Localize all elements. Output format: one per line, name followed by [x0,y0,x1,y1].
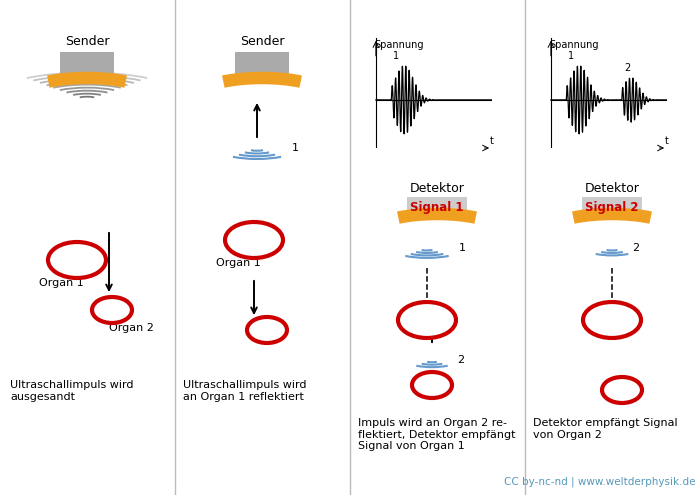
Text: Signal 2: Signal 2 [585,200,638,213]
Text: Impuls wird an Organ 2 re-
flektiert, Detektor empfängt
Signal von Organ 1: Impuls wird an Organ 2 re- flektiert, De… [358,418,515,451]
Text: Spannung: Spannung [374,40,424,50]
Ellipse shape [225,222,283,258]
Text: Sender: Sender [64,35,109,48]
Text: Spannung: Spannung [550,40,599,50]
Text: Detektor empfängt Signal
von Organ 2: Detektor empfängt Signal von Organ 2 [533,418,678,440]
Text: t: t [664,136,668,146]
Ellipse shape [583,302,641,338]
Text: Ultraschallimpuls wird
an Organ 1 reflektiert: Ultraschallimpuls wird an Organ 1 reflek… [183,380,307,401]
Bar [235,52,289,78]
Text: Detektor: Detektor [584,182,639,195]
Ellipse shape [92,297,132,323]
Text: 1: 1 [459,243,466,253]
Text: 2: 2 [632,243,639,253]
Text: Organ 2: Organ 2 [109,323,154,333]
Text: Detektor: Detektor [410,182,464,195]
Bar [582,197,642,217]
Ellipse shape [48,242,106,278]
Text: CC by-nc-nd | www.weltderphysik.de: CC by-nc-nd | www.weltderphysik.de [503,477,695,487]
Text: t: t [489,136,493,146]
Text: 1: 1 [393,50,400,60]
Ellipse shape [247,317,287,343]
Bar [407,197,467,217]
Text: 2: 2 [624,63,630,73]
Bar [60,52,114,78]
Ellipse shape [602,377,642,403]
Text: Organ 1: Organ 1 [216,258,260,268]
Text: Ultraschallimpuls wird
ausgesandt: Ultraschallimpuls wird ausgesandt [10,380,134,401]
Ellipse shape [412,372,452,398]
Text: Organ 1: Organ 1 [39,278,84,288]
Text: 1: 1 [568,50,575,60]
Text: Signal 1: Signal 1 [410,200,463,213]
Ellipse shape [398,302,456,338]
Text: 1: 1 [292,143,299,153]
Text: 2: 2 [457,355,464,365]
Text: Sender: Sender [239,35,284,48]
